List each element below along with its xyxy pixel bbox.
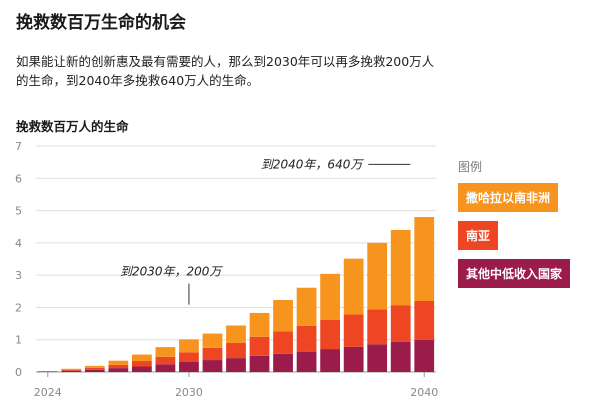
- annotation-2030: 到2030年，200万: [120, 265, 223, 279]
- bar-segment-2027: [108, 360, 129, 365]
- bar-segment-2033: [249, 312, 270, 337]
- x-tick-label: 2030: [175, 386, 203, 399]
- bar-segment-2040: [414, 339, 435, 372]
- bar-segment-2039: [390, 229, 411, 306]
- bar-segment-2029: [155, 347, 176, 357]
- bar-segment-2038: [367, 344, 388, 372]
- bar-segment-2030: [179, 361, 199, 372]
- bar-segment-2036: [320, 273, 340, 320]
- y-tick-label: 1: [15, 334, 22, 347]
- bar-segment-2033: [249, 336, 270, 356]
- bar-segment-2031: [202, 333, 223, 348]
- bar-segment-2039: [390, 305, 411, 342]
- bar-segment-2040: [414, 217, 435, 301]
- bar-segment-2024: [37, 371, 58, 372]
- bar-segment-2026: [84, 365, 105, 368]
- legend-item-south-asia: 南亚: [458, 221, 499, 250]
- bar-segment-2033: [249, 355, 270, 372]
- bar-segment-2026: [84, 367, 105, 370]
- bar-segment-2039: [390, 341, 411, 372]
- bar-segment-2032: [226, 342, 246, 359]
- bar-segment-2025: [61, 369, 82, 371]
- bar-segment-2025: [61, 368, 82, 370]
- bar-segment-2025: [61, 370, 82, 372]
- bar-segment-2027: [108, 368, 129, 372]
- bar-segment-2035: [296, 351, 317, 372]
- bar-segment-2035: [296, 325, 317, 352]
- legend-item-other-lmic: 其他中低收入国家: [458, 259, 571, 288]
- bar-segment-2036: [320, 349, 340, 372]
- annotation-2040: 到2040年，640万: [261, 157, 364, 171]
- legend-title: 图例: [458, 160, 483, 174]
- legend-item-sub-saharan-africa: 撒哈拉以南非洲: [458, 183, 559, 212]
- bar-segment-2028: [132, 366, 152, 372]
- y-tick-label: 4: [15, 237, 22, 250]
- y-tick-label: 2: [15, 301, 22, 314]
- bar-segment-2037: [343, 258, 364, 315]
- x-tick-label: 2040: [410, 386, 438, 399]
- x-tick-label: 2024: [34, 386, 62, 399]
- bar-segment-2032: [226, 358, 246, 372]
- page-subtitle: 如果能让新的创新惠及最有需要的人，那么到2030年可以再多挽救200万人的生命，…: [16, 54, 435, 88]
- bar-segment-2040: [414, 300, 435, 340]
- bar-segment-2037: [343, 346, 364, 372]
- bar-segment-2028: [132, 361, 152, 367]
- y-tick-label: 3: [15, 269, 22, 282]
- bar-segment-2029: [155, 364, 176, 372]
- bar-segment-2035: [296, 287, 317, 326]
- bar-segment-2038: [367, 242, 388, 310]
- bar-segment-2030: [179, 339, 199, 353]
- bar-segment-2028: [132, 354, 152, 362]
- bar-segment-2026: [84, 369, 105, 372]
- legend: 图例 撒哈拉以南非洲 南亚 其他中低收入国家: [458, 158, 592, 297]
- page-title: 挽救数百万生命的机会: [16, 13, 186, 33]
- bar-segment-2030: [179, 352, 199, 362]
- y-tick-label: 5: [15, 205, 22, 218]
- chart-title: 挽救数百万人的生命: [16, 119, 129, 134]
- bar-segment-2036: [320, 319, 340, 350]
- bar-segment-2034: [273, 353, 293, 372]
- bar-segment-2038: [367, 309, 388, 345]
- bar-segment-2027: [108, 364, 129, 369]
- y-tick-label: 7: [15, 140, 22, 153]
- y-tick-label: 6: [15, 172, 22, 185]
- bar-segment-2032: [226, 325, 246, 343]
- bar-segment-2031: [202, 360, 223, 372]
- bar-segment-2034: [273, 331, 293, 354]
- bar-segment-2034: [273, 300, 293, 332]
- bar-segment-2037: [343, 314, 364, 347]
- y-tick-label: 0: [15, 366, 22, 379]
- bar-segment-2031: [202, 347, 223, 361]
- bar-segment-2029: [155, 356, 176, 365]
